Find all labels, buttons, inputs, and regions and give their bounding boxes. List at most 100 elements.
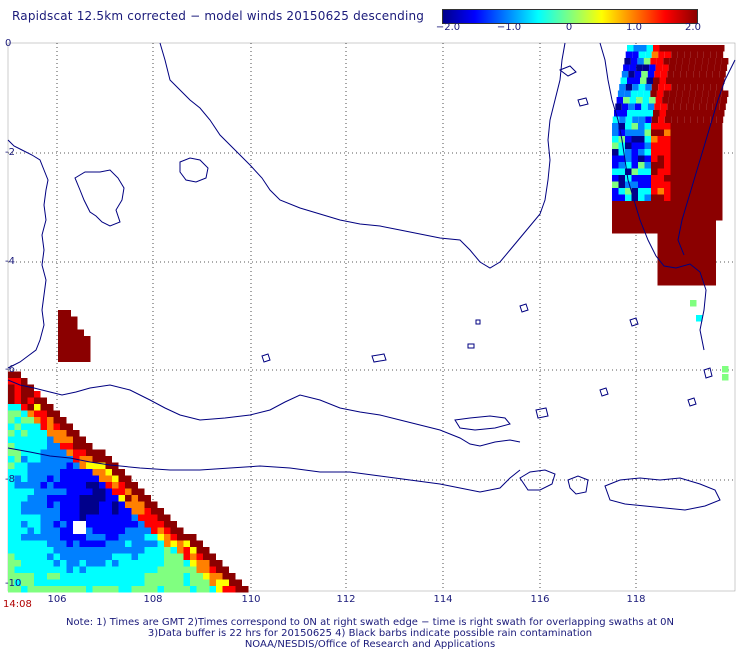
wind-cell	[664, 123, 671, 130]
wind-cell	[657, 227, 664, 234]
wind-cell	[92, 534, 99, 541]
wind-cell	[693, 103, 700, 110]
wind-cell	[644, 142, 651, 149]
wind-cell	[60, 449, 67, 456]
wind-cell	[216, 560, 223, 567]
wind-cell	[73, 560, 80, 567]
wind-cell	[84, 336, 91, 343]
wind-cell	[651, 84, 659, 91]
wind-cell	[690, 220, 697, 227]
wind-cell	[703, 266, 710, 273]
wind-cell	[53, 586, 60, 593]
wind-cell	[47, 469, 54, 476]
wind-cell	[690, 116, 698, 123]
wind-cell	[677, 168, 684, 175]
wind-cell	[60, 417, 67, 424]
wind-cell	[703, 142, 710, 149]
wind-cell	[8, 488, 15, 495]
wind-cell	[8, 534, 15, 541]
wind-cell	[664, 220, 671, 227]
wind-cell	[21, 391, 28, 398]
wind-cell	[680, 103, 687, 110]
wind-cell	[34, 430, 41, 437]
wind-cell	[99, 547, 106, 554]
wind-cell	[92, 586, 99, 593]
wind-cell	[125, 482, 132, 489]
wind-cell	[645, 84, 652, 91]
wind-cell	[709, 123, 716, 130]
wind-cell	[655, 97, 663, 104]
wind-cell	[716, 188, 723, 195]
wind-cell	[34, 488, 41, 495]
wind-cell	[631, 188, 638, 195]
wind-cell	[144, 579, 151, 586]
wind-cell	[638, 194, 645, 201]
wind-cell	[14, 501, 21, 508]
wind-cell	[105, 482, 112, 489]
wind-cell	[690, 181, 697, 188]
wind-cell	[112, 527, 119, 534]
wind-cell	[644, 155, 651, 162]
wind-cell	[47, 514, 54, 521]
wind-cell	[14, 436, 21, 443]
wind-cell	[625, 84, 633, 91]
wind-cell	[34, 475, 41, 482]
wind-cell	[690, 279, 697, 286]
wind-cell	[633, 110, 640, 117]
wind-cell	[650, 58, 657, 65]
wind-cell	[131, 521, 138, 528]
wind-cell	[677, 162, 684, 169]
wind-cell	[112, 540, 119, 547]
wind-cell	[118, 534, 125, 541]
wind-cell	[685, 77, 692, 84]
wind-cell	[683, 240, 690, 247]
wind-cell	[696, 149, 703, 156]
wind-cell	[60, 475, 67, 482]
wind-cell	[618, 207, 625, 214]
wind-cell	[105, 547, 112, 554]
wind-cell	[634, 71, 642, 78]
wind-cell	[92, 547, 99, 554]
wind-cell	[664, 116, 672, 123]
wind-cell	[40, 566, 47, 573]
wind-cell	[40, 443, 47, 450]
wind-cell	[40, 475, 47, 482]
wind-cell	[612, 181, 619, 188]
lon-label: 112	[336, 594, 356, 605]
wind-cell	[670, 259, 677, 266]
wind-cell	[105, 514, 112, 521]
wind-cell	[138, 586, 145, 593]
wind-cell	[696, 142, 703, 149]
wind-cell	[645, 51, 652, 58]
wind-cell	[670, 149, 677, 156]
wind-cell	[71, 336, 78, 343]
wind-cell	[618, 181, 625, 188]
wind-cell	[47, 527, 54, 534]
wind-cell	[66, 573, 73, 580]
wind-cell	[86, 566, 93, 573]
wind-cell	[157, 573, 164, 580]
wind-cell	[34, 462, 41, 469]
wind-cell	[673, 71, 681, 78]
wind-cell	[58, 349, 65, 356]
wind-cell	[701, 64, 708, 71]
wind-cell	[8, 469, 15, 476]
wind-cell	[60, 508, 67, 515]
wind-cell	[625, 129, 632, 136]
wind-cell	[34, 443, 41, 450]
wind-cell	[658, 84, 665, 91]
wind-cell	[79, 475, 86, 482]
wind-cell	[630, 90, 638, 97]
lon-label: 106	[47, 594, 67, 605]
wind-cell	[157, 508, 164, 515]
wind-cell	[34, 410, 41, 417]
wind-cell	[632, 84, 639, 91]
wind-cell	[60, 430, 67, 437]
wind-cell	[710, 116, 717, 123]
wind-cell	[21, 443, 28, 450]
wind-cell	[34, 547, 41, 554]
wind-cell	[34, 423, 41, 430]
wind-cell	[651, 220, 658, 227]
wind-cell	[643, 90, 651, 97]
wind-cell	[27, 514, 34, 521]
